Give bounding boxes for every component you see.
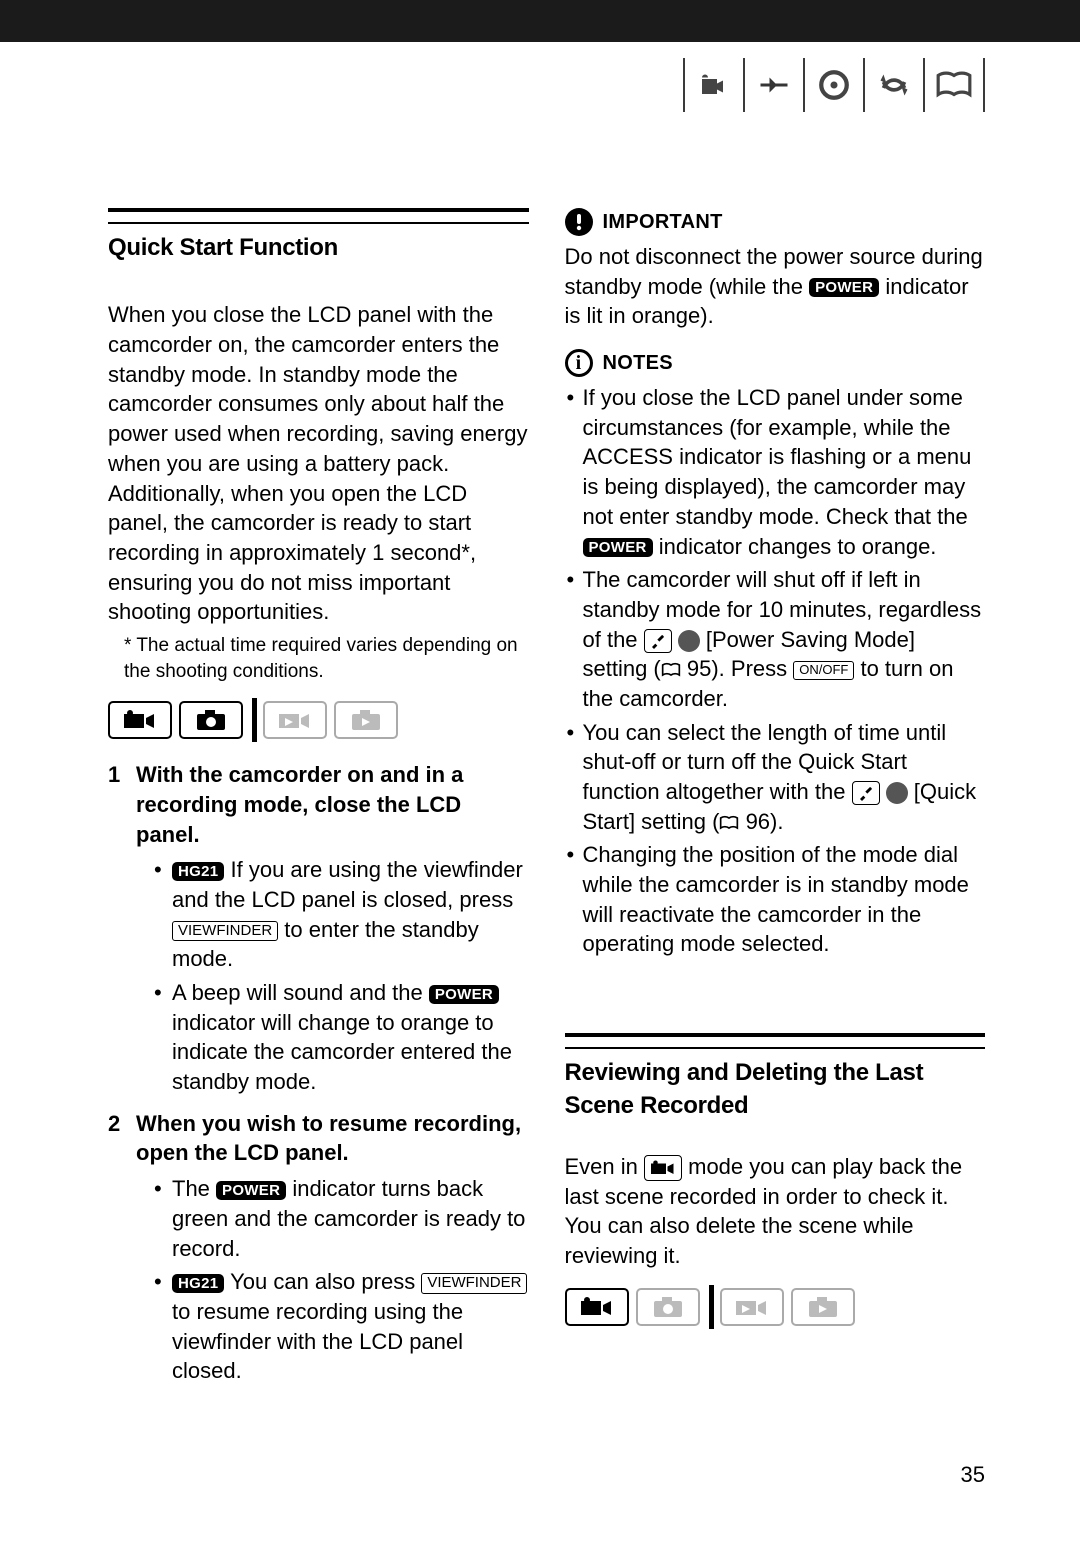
tab-icon-connect xyxy=(752,63,796,107)
tab-icon-camcorder xyxy=(692,63,736,107)
mode-video-play-icon xyxy=(263,701,327,739)
intro-paragraph: When you close the LCD panel with the ca… xyxy=(108,300,529,627)
header-divider xyxy=(803,58,805,112)
wrench-menu-icon xyxy=(644,629,672,653)
step-2: When you wish to resume recording, open … xyxy=(108,1109,529,1386)
important-heading: IMPORTANT xyxy=(565,208,986,236)
header-divider xyxy=(923,58,925,112)
right-column: IMPORTANT Do not disconnect the power so… xyxy=(565,208,986,1398)
wrench-menu-icon xyxy=(852,781,880,805)
mode-photo-play-icon xyxy=(334,701,398,739)
mode-separator xyxy=(252,698,257,742)
info-icon: i xyxy=(565,349,593,377)
important-text: Do not disconnect the power source durin… xyxy=(565,242,986,331)
page-ref-icon xyxy=(719,815,739,831)
section-title: Reviewing and Deleting the Last Scene Re… xyxy=(565,1057,986,1122)
header-divider xyxy=(863,58,865,112)
header-divider xyxy=(743,58,745,112)
power-badge: POWER xyxy=(216,1181,286,1200)
notes-heading: i NOTES xyxy=(565,349,986,377)
notes-label: NOTES xyxy=(603,350,673,377)
mode-photo-play-icon xyxy=(791,1288,855,1326)
viewfinder-button-label: VIEWFINDER xyxy=(421,1273,527,1294)
bullet-item: A beep will sound and the POWER indicato… xyxy=(152,978,529,1097)
mode-photo-rec-icon xyxy=(179,701,243,739)
note-item: The camcorder will shut off if left in s… xyxy=(565,565,986,713)
mode-bar xyxy=(565,1285,986,1329)
page-ref-icon xyxy=(661,662,681,678)
header-tab-icons xyxy=(683,58,985,112)
video-mode-icon xyxy=(644,1155,682,1181)
disc-nav-icon xyxy=(678,630,700,652)
step-1: With the camcorder on and in a recording… xyxy=(108,760,529,1097)
note-item: You can select the length of time until … xyxy=(565,718,986,837)
mode-video-rec-icon xyxy=(108,701,172,739)
onoff-button-label: ON/OFF xyxy=(793,661,854,679)
mode-bar xyxy=(108,698,529,742)
left-column: Quick Start Function When you close the … xyxy=(108,208,529,1398)
intro-text: When you close the LCD panel with the ca… xyxy=(108,300,529,627)
section2-intro: Even in mode you can play back the last … xyxy=(565,1152,986,1271)
note-item: If you close the LCD panel under some ci… xyxy=(565,383,986,561)
tab-icon-book xyxy=(932,63,976,107)
step-title: With the camcorder on and in a recording… xyxy=(136,762,463,846)
section-reviewing: Reviewing and Deleting the Last Scene Re… xyxy=(565,1033,986,1329)
tab-icon-transfer xyxy=(872,63,916,107)
mode-video-rec-icon xyxy=(565,1288,629,1326)
power-badge: POWER xyxy=(429,985,499,1004)
section-title: Quick Start Function xyxy=(108,232,529,264)
notes-list: If you close the LCD panel under some ci… xyxy=(565,383,986,959)
bullet-item: The POWER indicator turns back green and… xyxy=(152,1174,529,1263)
hg21-badge: HG21 xyxy=(172,862,224,881)
power-badge: POWER xyxy=(583,538,653,557)
note-item: Changing the position of the mode dial w… xyxy=(565,840,986,959)
section-rule xyxy=(108,208,529,224)
steps-list: With the camcorder on and in a recording… xyxy=(108,760,529,1386)
power-badge: POWER xyxy=(809,278,879,297)
section-rule xyxy=(565,1033,986,1049)
bullet-item: HG21 You can also press VIEWFINDER to re… xyxy=(152,1267,529,1386)
page-number: 35 xyxy=(961,1460,985,1490)
step-title: When you wish to resume recording, open … xyxy=(136,1111,521,1166)
header-divider xyxy=(683,58,685,112)
disc-nav-icon xyxy=(886,782,908,804)
viewfinder-button-label: VIEWFINDER xyxy=(172,921,278,942)
page-content: Quick Start Function When you close the … xyxy=(0,42,1080,1398)
mode-photo-rec-icon xyxy=(636,1288,700,1326)
bullet-item: HG21 If you are using the viewfinder and… xyxy=(152,855,529,974)
tab-icon-disc xyxy=(812,63,856,107)
header-divider xyxy=(983,58,985,112)
hg21-badge: HG21 xyxy=(172,1274,224,1293)
mode-separator xyxy=(709,1285,714,1329)
important-label: IMPORTANT xyxy=(603,209,723,236)
footnote: * The actual time required varies depend… xyxy=(108,633,529,684)
mode-video-play-icon xyxy=(720,1288,784,1326)
step-bullets: The POWER indicator turns back green and… xyxy=(136,1174,529,1386)
top-black-bar xyxy=(0,0,1080,42)
important-icon xyxy=(565,208,593,236)
step-bullets: HG21 If you are using the viewfinder and… xyxy=(136,855,529,1097)
